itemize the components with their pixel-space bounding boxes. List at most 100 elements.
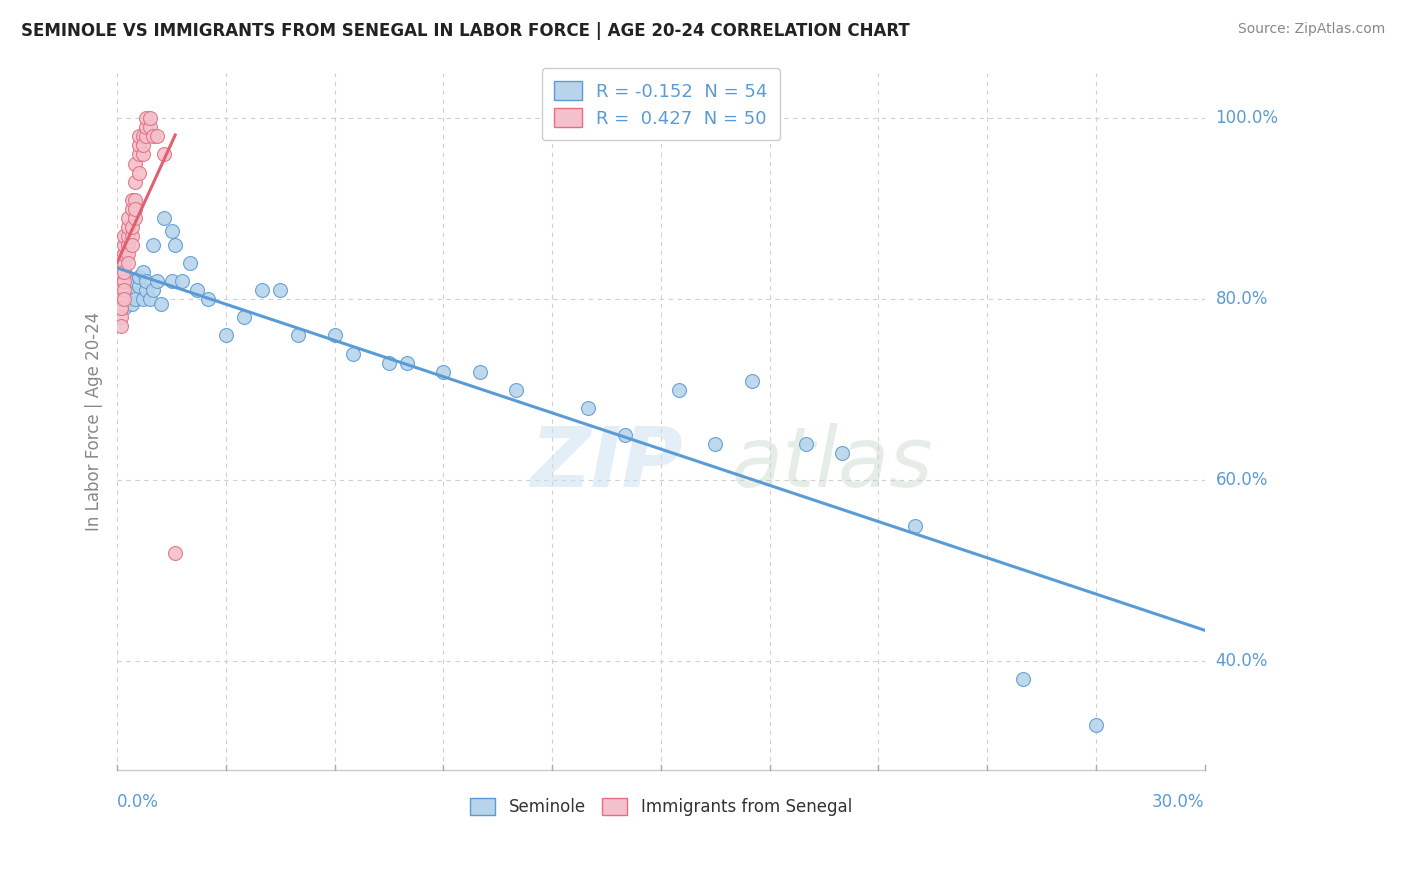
- Point: [124, 193, 146, 207]
- Point: [114, 228, 136, 243]
- Point: [172, 274, 194, 288]
- Point: [468, 365, 491, 379]
- Point: [110, 283, 132, 297]
- Point: [135, 283, 157, 297]
- Point: [124, 293, 146, 307]
- Legend: Seminole, Immigrants from Senegal: Seminole, Immigrants from Senegal: [461, 789, 860, 824]
- Point: [110, 293, 132, 307]
- Text: ZIP: ZIP: [530, 423, 683, 504]
- Point: [146, 274, 169, 288]
- Point: [117, 228, 139, 243]
- Point: [269, 283, 291, 297]
- Point: [139, 112, 162, 126]
- Point: [131, 265, 153, 279]
- Point: [131, 138, 153, 153]
- Point: [117, 247, 139, 261]
- Point: [117, 238, 139, 252]
- Point: [135, 129, 157, 144]
- Point: [110, 293, 132, 307]
- Point: [117, 293, 139, 307]
- Point: [124, 156, 146, 170]
- Point: [121, 238, 143, 252]
- Text: 0.0%: 0.0%: [117, 793, 159, 811]
- Point: [149, 297, 172, 311]
- Point: [160, 224, 183, 238]
- Point: [114, 238, 136, 252]
- Text: 60.0%: 60.0%: [1216, 471, 1268, 490]
- Point: [135, 274, 157, 288]
- Point: [432, 365, 454, 379]
- Point: [128, 138, 150, 153]
- Point: [165, 238, 187, 252]
- Point: [124, 175, 146, 189]
- Text: 40.0%: 40.0%: [1216, 652, 1268, 671]
- Point: [186, 283, 208, 297]
- Point: [378, 356, 401, 370]
- Point: [110, 319, 132, 334]
- Point: [135, 112, 157, 126]
- Point: [110, 265, 132, 279]
- Point: [197, 293, 219, 307]
- Point: [1012, 673, 1035, 687]
- Point: [613, 428, 636, 442]
- Point: [128, 165, 150, 179]
- Point: [131, 293, 153, 307]
- Point: [1084, 717, 1107, 731]
- Point: [110, 283, 132, 297]
- Point: [110, 283, 132, 297]
- Point: [124, 274, 146, 288]
- Point: [114, 274, 136, 288]
- Point: [153, 211, 176, 225]
- Point: [741, 374, 763, 388]
- Point: [114, 265, 136, 279]
- Point: [146, 129, 169, 144]
- Point: [135, 120, 157, 135]
- Point: [117, 219, 139, 234]
- Point: [114, 293, 136, 307]
- Point: [794, 437, 817, 451]
- Point: [124, 211, 146, 225]
- Point: [142, 283, 165, 297]
- Text: SEMINOLE VS IMMIGRANTS FROM SENEGAL IN LABOR FORCE | AGE 20-24 CORRELATION CHART: SEMINOLE VS IMMIGRANTS FROM SENEGAL IN L…: [21, 22, 910, 40]
- Text: 100.0%: 100.0%: [1216, 109, 1278, 128]
- Point: [110, 293, 132, 307]
- Point: [576, 401, 599, 415]
- Point: [128, 147, 150, 161]
- Point: [110, 301, 132, 316]
- Point: [396, 356, 419, 370]
- Point: [179, 256, 201, 270]
- Point: [131, 129, 153, 144]
- Point: [250, 283, 273, 297]
- Point: [139, 293, 162, 307]
- Point: [215, 328, 238, 343]
- Point: [153, 147, 176, 161]
- Point: [287, 328, 309, 343]
- Point: [342, 346, 364, 360]
- Point: [668, 383, 690, 397]
- Point: [128, 269, 150, 284]
- Point: [121, 287, 143, 301]
- Point: [114, 274, 136, 288]
- Point: [117, 256, 139, 270]
- Point: [165, 546, 187, 560]
- Point: [142, 238, 165, 252]
- Point: [124, 283, 146, 297]
- Text: 30.0%: 30.0%: [1152, 793, 1205, 811]
- Point: [110, 310, 132, 325]
- Y-axis label: In Labor Force | Age 20-24: In Labor Force | Age 20-24: [86, 312, 103, 531]
- Point: [131, 147, 153, 161]
- Point: [160, 274, 183, 288]
- Point: [128, 278, 150, 293]
- Point: [128, 129, 150, 144]
- Text: atlas: atlas: [731, 423, 934, 504]
- Text: Source: ZipAtlas.com: Source: ZipAtlas.com: [1237, 22, 1385, 37]
- Point: [142, 129, 165, 144]
- Point: [110, 301, 132, 316]
- Point: [117, 283, 139, 297]
- Point: [121, 228, 143, 243]
- Point: [124, 202, 146, 216]
- Point: [110, 274, 132, 288]
- Point: [121, 297, 143, 311]
- Point: [114, 247, 136, 261]
- Point: [114, 256, 136, 270]
